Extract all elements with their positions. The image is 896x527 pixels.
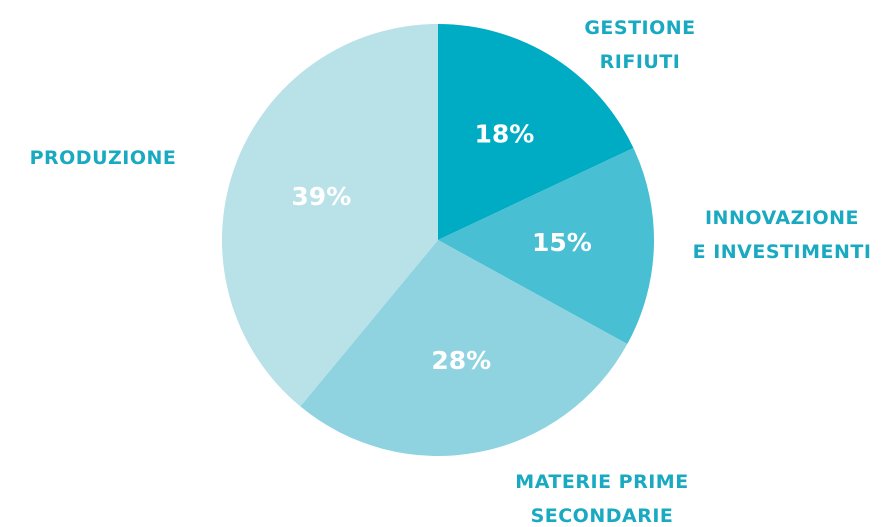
value-label: 28% — [431, 346, 491, 375]
value-label: 39% — [291, 182, 351, 211]
category-label: INNOVAZIONE E INVESTIMENTI — [693, 207, 872, 263]
pie-slice — [438, 148, 654, 345]
category-label-line: E INVESTIMENTI — [693, 241, 872, 263]
category-label-line: MATERIE PRIME — [515, 471, 688, 493]
category-label-line: SECONDARIE — [531, 505, 674, 527]
pie-slice — [222, 24, 438, 407]
pie-slice — [300, 240, 628, 456]
category-label-line: RIFIUTI — [600, 51, 681, 73]
value-label: 15% — [532, 228, 592, 257]
category-label: GESTIONE RIFIUTI — [584, 17, 695, 73]
category-label: MATERIE PRIME SECONDARIE — [515, 471, 688, 527]
category-label-line: GESTIONE — [584, 17, 695, 39]
pie-slice — [438, 24, 634, 240]
category-label: PRODUZIONE — [30, 147, 177, 169]
value-label: 18% — [475, 119, 535, 148]
category-label-line: PRODUZIONE — [30, 147, 177, 169]
category-label-line: INNOVAZIONE — [705, 207, 859, 229]
